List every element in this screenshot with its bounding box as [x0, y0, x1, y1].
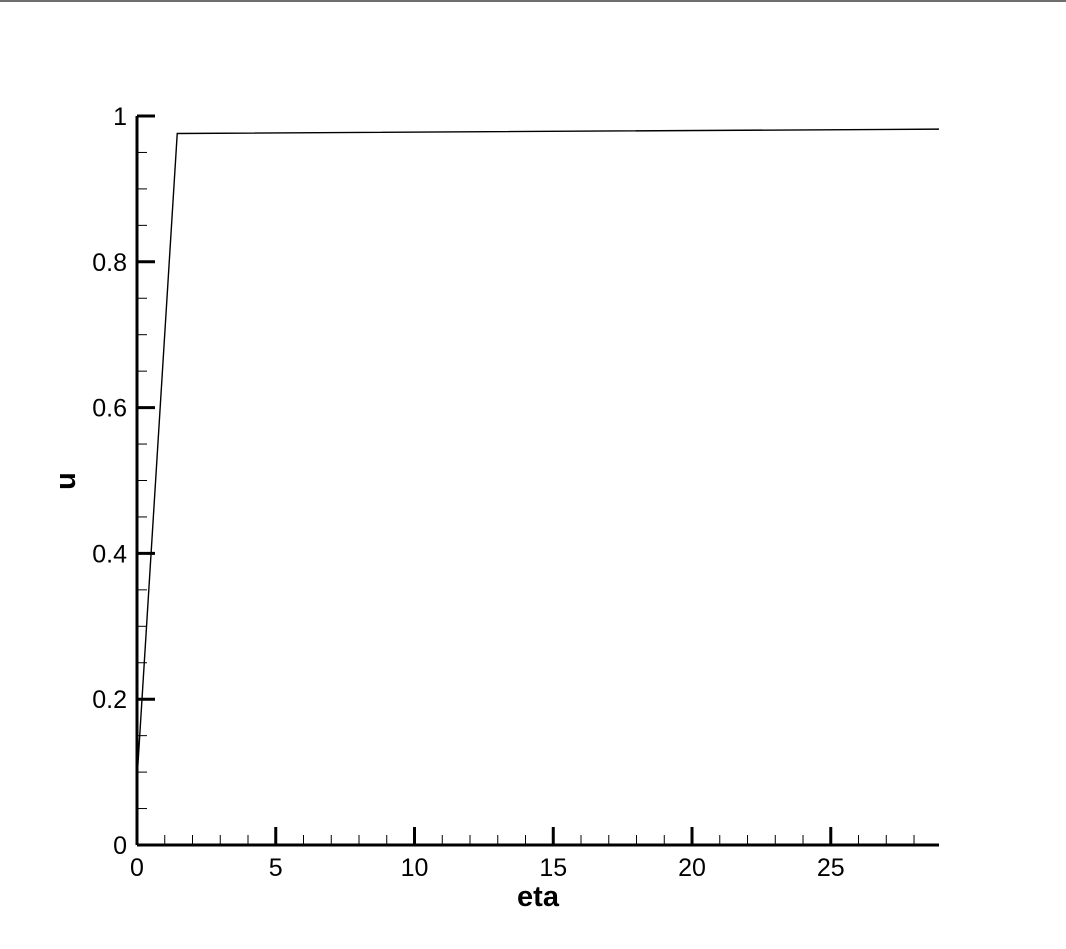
y-tick-label: 1: [113, 103, 127, 131]
top-border-line: [0, 0, 1066, 2]
series-layer: [136, 128, 940, 780]
x-tick-label: 25: [817, 854, 845, 882]
x-tick-label: 0: [130, 854, 144, 882]
y-tick-label: 0.2: [92, 686, 127, 714]
y-axis-title: u: [50, 472, 82, 490]
y-tick-label: 0.8: [92, 249, 127, 277]
y-tick-label: 0: [113, 832, 127, 860]
major-ticks: [135, 114, 833, 847]
minor-ticks: [137, 151, 915, 845]
x-tick-labels: 0 5 10 15 20 25: [130, 854, 845, 882]
y-tick-label: 0.4: [92, 540, 127, 568]
y-tick-labels: 0 0.2 0.4 0.6 0.8 1: [92, 103, 127, 860]
x-tick-label: 10: [401, 854, 429, 882]
y-tick-label: 0.6: [92, 395, 127, 423]
series-line: [136, 128, 940, 780]
x-axis-title: eta: [517, 881, 560, 913]
x-tick-label: 15: [539, 854, 567, 882]
x-tick-label: 5: [269, 854, 283, 882]
x-tick-label: 20: [678, 854, 706, 882]
